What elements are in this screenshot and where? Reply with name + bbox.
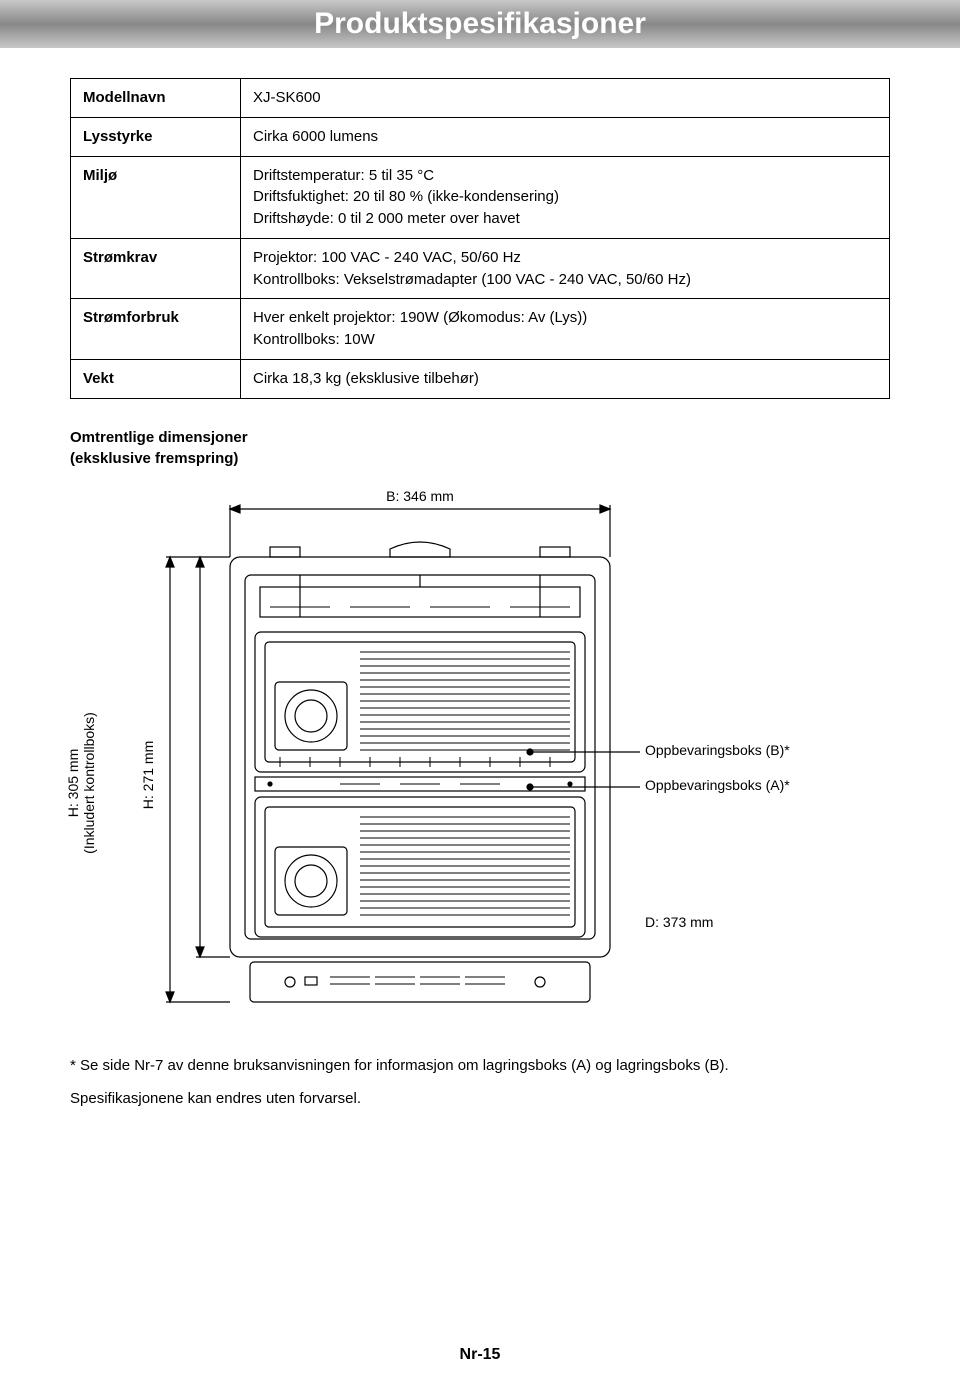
dims-title-line2: (eksklusive fremspring) — [70, 450, 238, 467]
table-row: Modellnavn XJ-SK600 — [71, 79, 890, 118]
spec-value: Hver enkelt projektor: 190W (Økomodus: A… — [241, 299, 890, 360]
table-row: Strømforbruk Hver enkelt projektor: 190W… — [71, 299, 890, 360]
projector-line-drawing: B: 346 mm — [70, 487, 890, 1047]
spec-label: Modellnavn — [71, 79, 241, 118]
dimensions-diagram: H: 305 mm (Inkludert kontrollboks) H: 27… — [70, 487, 890, 1047]
spec-value: Cirka 6000 lumens — [241, 117, 890, 156]
spec-label: Miljø — [71, 156, 241, 238]
spec-label: Vekt — [71, 359, 241, 398]
spec-table: Modellnavn XJ-SK600 Lysstyrke Cirka 6000… — [70, 78, 890, 399]
page-title: Produktspesifikasjoner — [314, 7, 646, 41]
footnote-reference: * Se side Nr-7 av denne bruksanvisningen… — [70, 1057, 890, 1074]
dimensions-heading: Omtrentlige dimensjoner (eksklusive frem… — [70, 427, 890, 469]
table-row: Vekt Cirka 18,3 kg (eksklusive tilbehør) — [71, 359, 890, 398]
callout-box-a: Oppbevaringsboks (A)* — [645, 777, 790, 793]
table-row: Lysstyrke Cirka 6000 lumens — [71, 117, 890, 156]
spec-value: Projektor: 100 VAC - 240 VAC, 50/60 Hz K… — [241, 238, 890, 299]
spec-value: Driftstemperatur: 5 til 35 °C Driftsfukt… — [241, 156, 890, 238]
spec-label: Strømkrav — [71, 238, 241, 299]
spec-value: Cirka 18,3 kg (eksklusive tilbehør) — [241, 359, 890, 398]
table-row: Strømkrav Projektor: 100 VAC - 240 VAC, … — [71, 238, 890, 299]
page-content: Modellnavn XJ-SK600 Lysstyrke Cirka 6000… — [0, 48, 960, 1107]
callout-box-b: Oppbevaringsboks (B)* — [645, 742, 790, 758]
footnote-disclaimer: Spesifikasjonene kan endres uten forvars… — [70, 1090, 890, 1107]
spec-value: XJ-SK600 — [241, 79, 890, 118]
table-row: Miljø Driftstemperatur: 5 til 35 °C Drif… — [71, 156, 890, 238]
depth-label: D: 373 mm — [645, 914, 713, 930]
page-number: Nr-15 — [0, 1346, 960, 1364]
page-header-band: Produktspesifikasjoner — [0, 0, 960, 48]
dims-title-line1: Omtrentlige dimensjoner — [70, 429, 248, 446]
spec-label: Strømforbruk — [71, 299, 241, 360]
spec-label: Lysstyrke — [71, 117, 241, 156]
width-label: B: 346 mm — [386, 488, 454, 504]
